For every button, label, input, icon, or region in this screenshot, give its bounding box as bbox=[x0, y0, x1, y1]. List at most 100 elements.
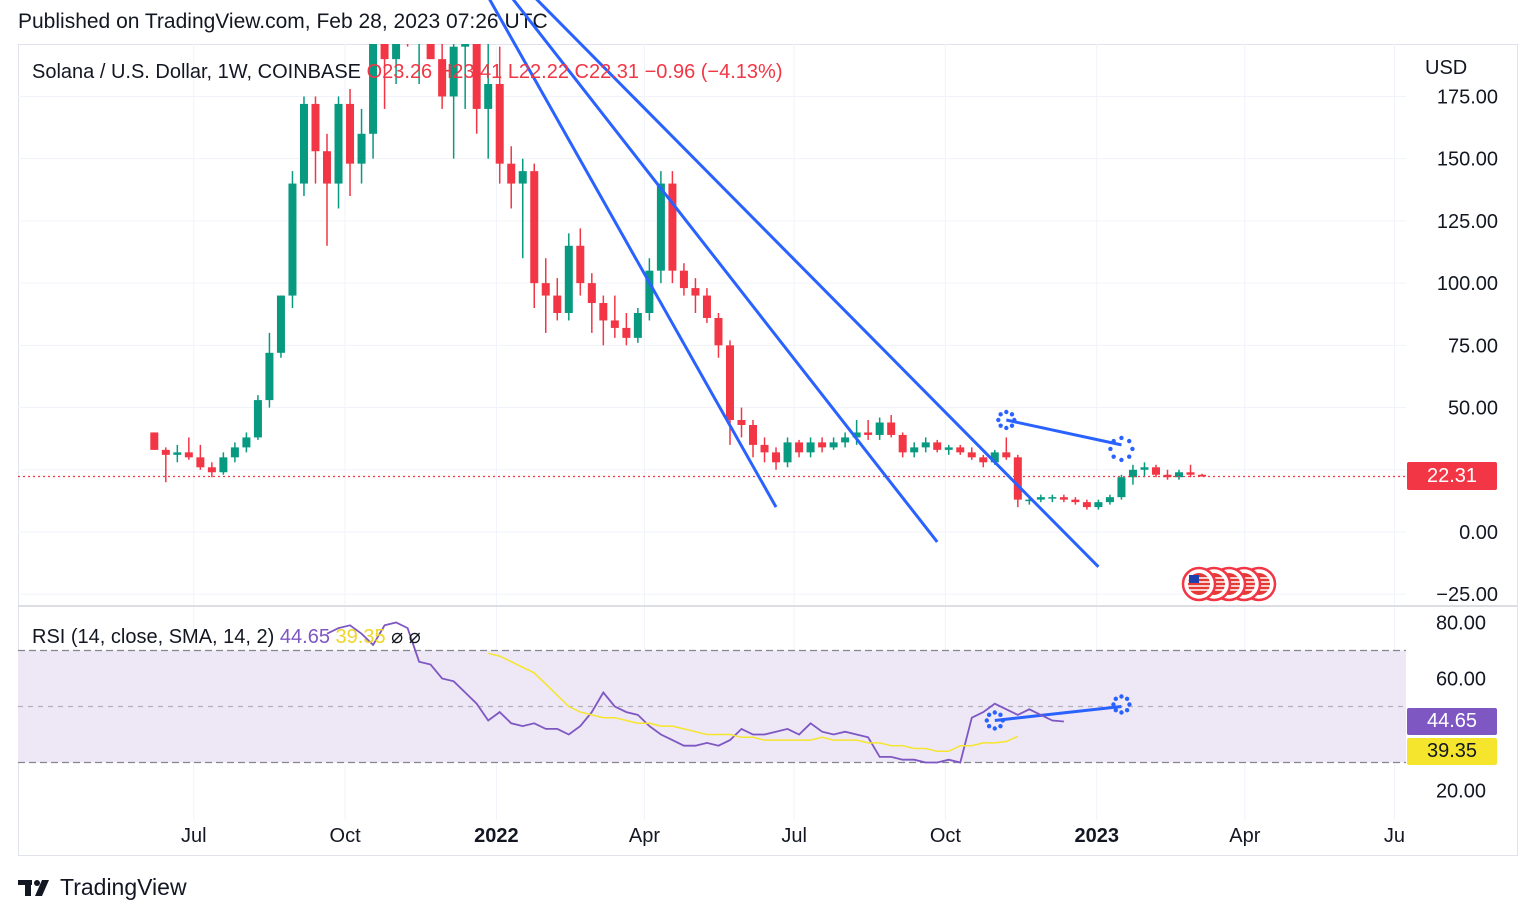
candle-body bbox=[334, 103, 343, 184]
divergence-line bbox=[1005, 418, 1122, 447]
currency-label: USD bbox=[1425, 57, 1468, 79]
trendline bbox=[488, 0, 778, 508]
candle-body bbox=[1186, 472, 1195, 475]
candle-body bbox=[323, 151, 332, 184]
marker-dot bbox=[1004, 409, 1009, 415]
marker-dot bbox=[984, 718, 989, 723]
marker-dot bbox=[998, 412, 1003, 417]
candle-body bbox=[1082, 502, 1091, 508]
candle-body bbox=[449, 46, 458, 97]
ohlc-legend: Solana / U.S. Dollar, 1W, COINBASE O23.2… bbox=[32, 61, 782, 84]
marker-dot bbox=[998, 712, 1003, 718]
visibility-off-icon-2[interactable]: ⌀ bbox=[408, 626, 421, 648]
candle-body bbox=[1036, 497, 1045, 500]
marker-dot bbox=[1111, 454, 1116, 459]
candle-body bbox=[760, 444, 769, 453]
marker-dot bbox=[1009, 423, 1015, 428]
candle-body bbox=[979, 457, 988, 463]
rsi-lines bbox=[326, 621, 1064, 764]
time-axis-label: 2023 bbox=[1075, 825, 1120, 847]
rsi-value-tag: 44.65 bbox=[1407, 708, 1497, 735]
candle-body bbox=[380, 44, 389, 60]
candle-body bbox=[749, 424, 758, 445]
high-value: H23.41 bbox=[437, 61, 503, 83]
rsi-value: 44.65 bbox=[279, 626, 330, 648]
time-axis-label: Jul bbox=[781, 825, 807, 847]
time-axis-label: Oct bbox=[930, 825, 962, 847]
candle-body bbox=[783, 442, 792, 463]
candle-body bbox=[679, 270, 688, 289]
time-axis-label: Oct bbox=[330, 825, 362, 847]
rsi-sma-value: 39.35 bbox=[335, 626, 386, 648]
candle-body bbox=[1175, 472, 1184, 478]
candle-body bbox=[1025, 499, 1034, 502]
candle-body bbox=[714, 317, 723, 346]
candle-body bbox=[311, 103, 320, 152]
candle-body bbox=[910, 447, 919, 453]
candle-body bbox=[1151, 467, 1160, 475]
marker-dot bbox=[1119, 457, 1124, 463]
candle-body bbox=[990, 452, 999, 463]
marker-dot bbox=[1119, 710, 1124, 715]
rsi-label[interactable]: RSI (14, close, SMA, 14, 2) bbox=[32, 626, 275, 648]
candle-body bbox=[967, 452, 976, 458]
price-axis-label: 100.00 bbox=[1437, 273, 1498, 295]
rsi-divergence-line bbox=[994, 705, 1122, 722]
rsi-legend: RSI (14, close, SMA, 14, 2) 44.65 39.35 … bbox=[32, 624, 421, 649]
candle-body bbox=[737, 420, 746, 425]
candle-body bbox=[472, 44, 481, 109]
time-axis-label: Apr bbox=[1229, 825, 1260, 847]
tradingview-logo-icon bbox=[18, 879, 49, 896]
economic-event-icons bbox=[1181, 566, 1277, 602]
marker-dot bbox=[992, 710, 997, 715]
candle-body bbox=[564, 245, 573, 313]
visibility-off-icon[interactable]: ⌀ bbox=[391, 626, 404, 648]
candle-body bbox=[1071, 499, 1080, 503]
candle-body bbox=[426, 44, 435, 60]
last-price-tag: 22.31 bbox=[1407, 462, 1497, 490]
candle-body bbox=[772, 452, 781, 463]
time-axis-label: Apr bbox=[629, 825, 660, 847]
candle-body bbox=[288, 183, 297, 296]
divergence-marker bbox=[996, 409, 1017, 431]
time-axis-label: Jul bbox=[181, 825, 207, 847]
flag-canton bbox=[1189, 575, 1199, 583]
price-axis-label: 125.00 bbox=[1437, 211, 1498, 233]
chart-frame bbox=[18, 44, 1518, 856]
candle-body bbox=[346, 103, 355, 164]
candle-body bbox=[587, 283, 596, 304]
marker-dot bbox=[998, 723, 1003, 729]
candle-body bbox=[265, 352, 274, 401]
marker-dot bbox=[1119, 435, 1124, 441]
candle-body bbox=[404, 0, 412, 34]
candle-body bbox=[841, 437, 850, 443]
candle-body bbox=[173, 452, 182, 455]
candle-body bbox=[553, 295, 562, 313]
price-axis-label: 75.00 bbox=[1448, 335, 1498, 357]
rsi-band bbox=[18, 649, 1406, 764]
axes: Jul Oct 2022 Apr Jul Oct 2023 Apr Ju 175.00 150.00… bbox=[181, 86, 1498, 847]
time-axis-label: Ju bbox=[1384, 825, 1405, 847]
candle-body bbox=[898, 434, 907, 453]
candle-body bbox=[518, 171, 527, 184]
marker-dot bbox=[986, 712, 992, 718]
rsi-divergence-marker bbox=[984, 710, 1005, 731]
trendlines[interactable] bbox=[18, 0, 1406, 731]
marker-dot bbox=[1000, 718, 1005, 723]
candle-body bbox=[645, 270, 654, 313]
symbol-label[interactable]: Solana / U.S. Dollar, 1W, COINBASE bbox=[32, 61, 362, 83]
rsi-sma-line bbox=[488, 652, 1019, 753]
candle-body bbox=[1198, 474, 1207, 477]
candle-body bbox=[495, 84, 504, 164]
candle-body bbox=[875, 422, 884, 435]
marker-dot bbox=[1113, 707, 1118, 713]
marker-dot bbox=[1009, 412, 1015, 417]
candle-body bbox=[852, 432, 861, 438]
divergence-marker bbox=[1108, 435, 1135, 463]
tradingview-logo[interactable]: TradingView bbox=[18, 874, 187, 901]
rsi-divergence-marker bbox=[1111, 694, 1132, 715]
trendline bbox=[535, 0, 1100, 568]
marker-dot bbox=[1130, 446, 1135, 452]
marker-dot bbox=[986, 723, 992, 729]
